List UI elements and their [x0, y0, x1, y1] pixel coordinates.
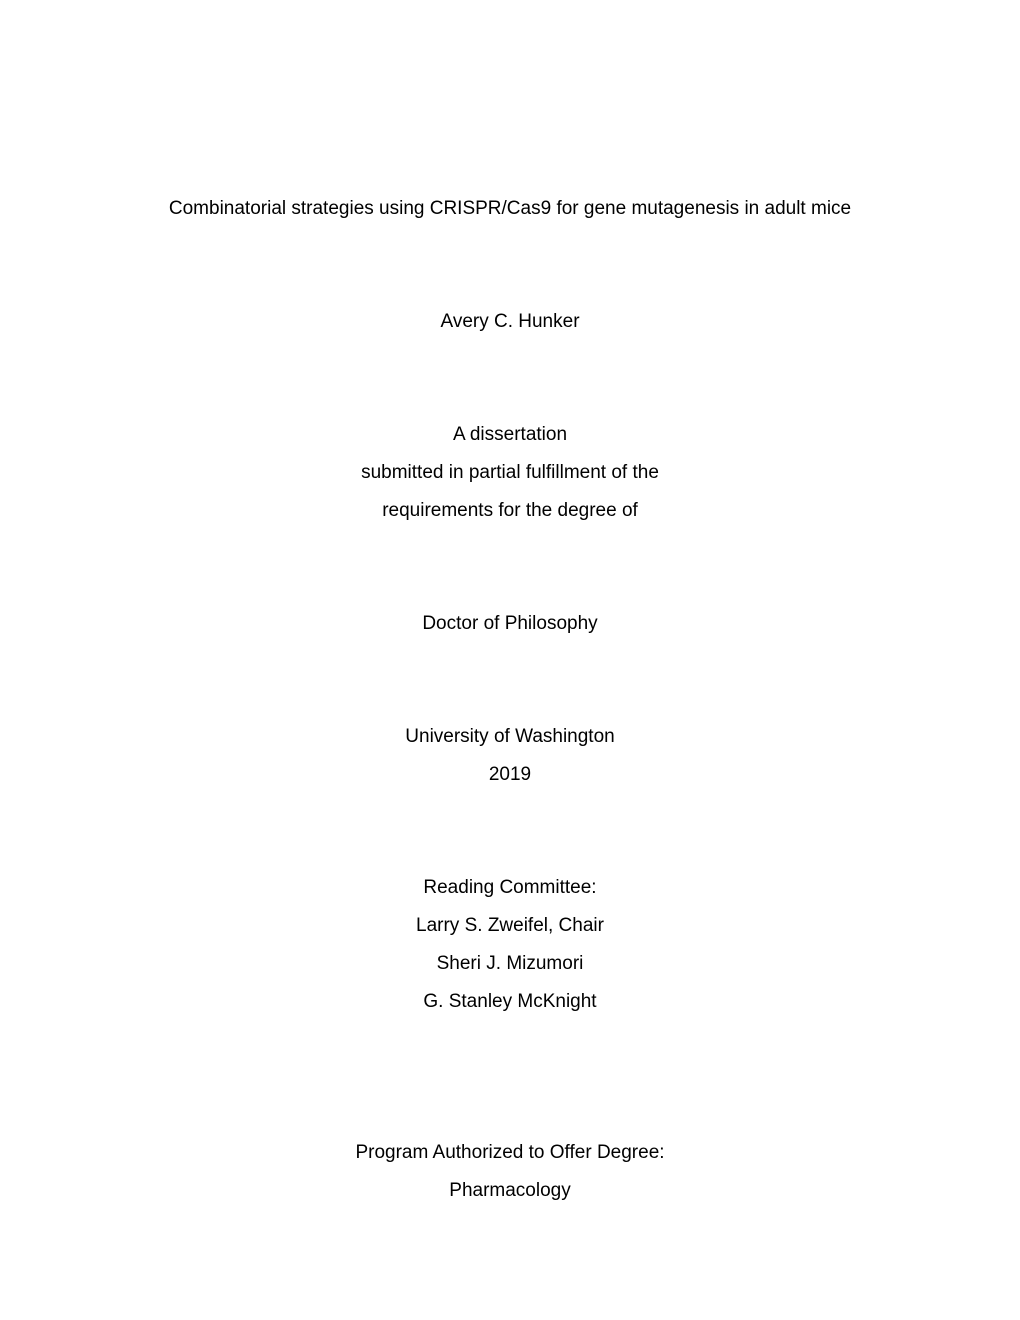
- institution-block: University of Washington 2019: [125, 718, 895, 794]
- dissertation-title: Combinatorial strategies using CRISPR/Ca…: [125, 190, 895, 228]
- institution-name: University of Washington: [125, 718, 895, 756]
- committee-chair: Larry S. Zweifel, Chair: [125, 907, 895, 945]
- program-heading: Program Authorized to Offer Degree:: [125, 1134, 895, 1172]
- committee-heading: Reading Committee:: [125, 869, 895, 907]
- program-name: Pharmacology: [125, 1172, 895, 1210]
- program-block: Program Authorized to Offer Degree: Phar…: [125, 1134, 895, 1210]
- committee-block: Reading Committee: Larry S. Zweifel, Cha…: [125, 869, 895, 1021]
- author-name: Avery C. Hunker: [125, 303, 895, 341]
- institution-year: 2019: [125, 756, 895, 794]
- submission-line-3: requirements for the degree of: [125, 492, 895, 530]
- title-page: Combinatorial strategies using CRISPR/Ca…: [125, 190, 895, 1210]
- submission-line-2: submitted in partial fulfillment of the: [125, 454, 895, 492]
- committee-member-1: Sheri J. Mizumori: [125, 945, 895, 983]
- submission-block: A dissertation submitted in partial fulf…: [125, 416, 895, 530]
- committee-member-2: G. Stanley McKnight: [125, 983, 895, 1021]
- submission-line-1: A dissertation: [125, 416, 895, 454]
- degree-name: Doctor of Philosophy: [125, 605, 895, 643]
